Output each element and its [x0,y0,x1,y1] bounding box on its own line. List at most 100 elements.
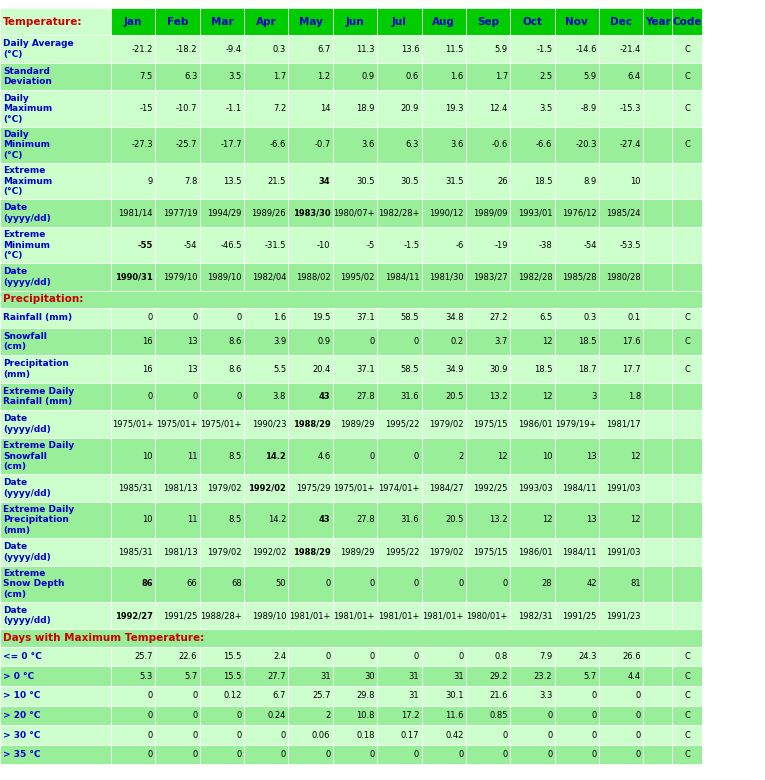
Text: 0: 0 [369,452,375,461]
Text: 1982/04: 1982/04 [252,272,286,282]
Bar [111,602,155,629]
Bar [288,745,333,764]
Bar [377,127,422,163]
Bar [466,706,510,725]
Text: 0.24: 0.24 [268,711,286,720]
Bar [333,602,377,629]
Text: 0: 0 [458,580,464,588]
Bar [672,647,702,666]
Bar [377,90,422,127]
Text: 58.5: 58.5 [401,364,419,374]
Text: Days with Maximum Temperature:: Days with Maximum Temperature: [3,633,204,643]
Text: 30.5: 30.5 [356,177,375,186]
Bar [599,308,643,328]
Text: 0: 0 [547,750,552,759]
Bar [288,410,333,438]
Text: -10.7: -10.7 [176,105,197,113]
Bar [333,200,377,227]
Text: 0.3: 0.3 [273,44,286,54]
Bar [111,263,155,291]
Text: 0: 0 [591,731,597,739]
Text: 12: 12 [542,516,552,524]
Bar [510,127,555,163]
Bar [555,8,599,35]
Bar [111,35,155,63]
Text: 81: 81 [630,580,641,588]
Text: 43: 43 [319,392,330,401]
Text: 1974/01+: 1974/01+ [378,484,419,492]
Text: C: C [684,73,690,81]
Text: 26: 26 [497,177,508,186]
Text: 23.2: 23.2 [534,672,552,681]
Text: C: C [684,652,690,661]
Text: Snowfall
(cm): Snowfall (cm) [3,332,47,351]
Bar [510,438,555,474]
Bar [672,308,702,328]
Text: 0: 0 [458,750,464,759]
Bar [643,200,672,227]
Text: 1979/02: 1979/02 [429,548,464,556]
Bar [466,308,510,328]
Bar [155,263,200,291]
Text: 7.9: 7.9 [539,652,552,661]
Bar [0,502,111,538]
Bar [422,725,466,745]
Text: 20.5: 20.5 [445,516,464,524]
Bar [599,745,643,764]
Text: 2.4: 2.4 [273,652,286,661]
Text: Date
(yyyy/dd): Date (yyyy/dd) [3,414,50,434]
Bar [377,35,422,63]
Bar [672,725,702,745]
Text: 1980/28: 1980/28 [607,272,641,282]
Bar [643,566,672,602]
Text: 30.9: 30.9 [490,364,508,374]
Bar [643,263,672,291]
Text: 0: 0 [281,750,286,759]
Bar [466,355,510,383]
Text: 1975/01+: 1975/01+ [156,420,197,429]
Bar [288,308,333,328]
Bar [244,328,288,355]
Bar [466,8,510,35]
Text: Nov: Nov [565,16,588,27]
Bar [422,474,466,502]
Text: 34: 34 [319,177,330,186]
Bar [555,745,599,764]
Text: 0.9: 0.9 [362,73,375,81]
Text: 0: 0 [636,750,641,759]
Bar [200,35,244,63]
Text: 1975/15: 1975/15 [474,548,508,556]
Text: 0: 0 [192,691,197,700]
Bar [333,90,377,127]
Bar [510,706,555,725]
Bar [155,745,200,764]
Text: 0: 0 [591,750,597,759]
Text: 0.12: 0.12 [223,691,242,700]
Text: 21.6: 21.6 [490,691,508,700]
Text: 1986/01: 1986/01 [518,548,552,556]
Text: 0: 0 [148,750,153,759]
Text: 42: 42 [586,580,597,588]
Bar [555,410,599,438]
Bar [200,706,244,725]
Bar [244,63,288,90]
Bar [466,686,510,706]
Text: 0.85: 0.85 [490,711,508,720]
Text: -1.5: -1.5 [536,44,552,54]
Bar [422,163,466,200]
Text: Jul: Jul [392,16,407,27]
Text: 5.7: 5.7 [584,672,597,681]
Bar [200,63,244,90]
Bar [200,502,244,538]
Bar [599,538,643,566]
Text: 4.6: 4.6 [317,452,330,461]
Bar [155,686,200,706]
Text: 3.9: 3.9 [273,337,286,346]
Text: 19.3: 19.3 [445,105,464,113]
Text: C: C [684,337,690,346]
Text: C: C [684,750,690,759]
Bar [111,502,155,538]
Text: -1.1: -1.1 [226,105,242,113]
Text: -0.6: -0.6 [492,140,508,150]
Text: 6.3: 6.3 [406,140,419,150]
